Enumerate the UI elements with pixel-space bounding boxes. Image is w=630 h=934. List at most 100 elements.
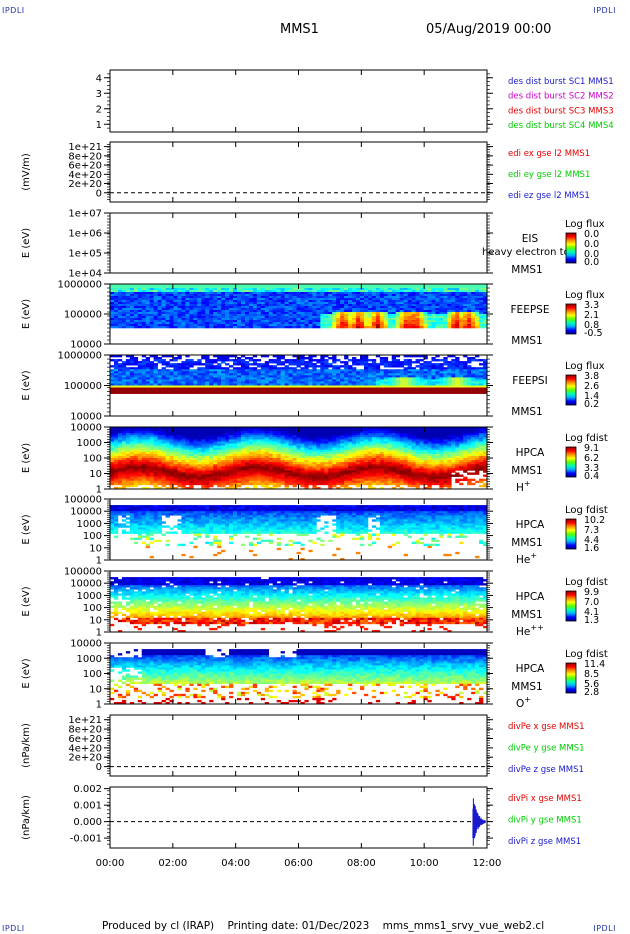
spectrogram-cell bbox=[133, 470, 139, 473]
spectrogram-cell bbox=[129, 470, 135, 473]
spectrogram-cell bbox=[336, 316, 341, 319]
spectrogram-cell bbox=[352, 316, 357, 319]
spectrogram-cell bbox=[157, 482, 162, 486]
spectrogram-cell bbox=[233, 435, 238, 438]
spectrogram-cell bbox=[344, 322, 349, 325]
spectrogram-cell bbox=[288, 314, 293, 317]
spectrogram-cell bbox=[360, 377, 365, 380]
spectrogram-cell bbox=[324, 304, 329, 307]
spectrogram-cell bbox=[145, 462, 150, 465]
spectrogram-cell bbox=[363, 391, 369, 394]
spectrogram-cell bbox=[137, 453, 143, 457]
spectrogram-cell bbox=[439, 365, 444, 368]
spectrogram-cell bbox=[276, 306, 281, 309]
spectrogram-cell bbox=[248, 314, 254, 317]
spectrogram-cell bbox=[229, 314, 234, 317]
spectrogram-cell bbox=[221, 316, 226, 319]
spectrogram-cell bbox=[431, 389, 436, 392]
spectrogram-cell bbox=[229, 431, 234, 434]
spectrogram-cell bbox=[225, 429, 230, 432]
spectrogram-cell bbox=[447, 290, 452, 293]
spectrogram-cell bbox=[431, 320, 436, 323]
spectrogram-cell bbox=[260, 294, 266, 297]
spectrogram-cell bbox=[363, 294, 369, 297]
spectrogram-cell bbox=[475, 298, 480, 301]
spectrogram-cell bbox=[197, 286, 202, 289]
spectrogram-cell bbox=[324, 288, 329, 291]
spectrogram-cell bbox=[423, 381, 428, 384]
spectrogram-cell bbox=[332, 326, 337, 329]
spectrogram-cell bbox=[264, 363, 270, 366]
spectrogram-cell bbox=[375, 294, 381, 297]
spectrogram-cell bbox=[328, 387, 333, 390]
spectrogram-cell bbox=[443, 318, 448, 321]
spectrogram-cell bbox=[292, 318, 297, 321]
spectrogram-cell bbox=[276, 383, 281, 386]
spectrogram-cell bbox=[363, 381, 369, 384]
spectrogram-cell bbox=[189, 460, 194, 463]
spectrogram-cell bbox=[419, 294, 424, 297]
spectrogram-cell bbox=[423, 385, 428, 388]
spectrogram-cell bbox=[403, 385, 408, 388]
spectrogram-cell bbox=[205, 320, 210, 323]
spectrogram-cell bbox=[233, 468, 238, 471]
spectrogram-cell bbox=[121, 472, 127, 475]
spectrogram-cell bbox=[471, 322, 476, 325]
spectrogram-cell bbox=[260, 363, 266, 366]
spectrogram-cell bbox=[423, 316, 428, 319]
spectrogram-cell bbox=[201, 306, 206, 309]
spectrogram-cell bbox=[483, 298, 488, 301]
spectrogram-cell bbox=[391, 322, 397, 325]
spectrogram-cell bbox=[344, 375, 349, 378]
spectrogram-cell bbox=[483, 387, 488, 390]
spectrogram-cell bbox=[403, 286, 408, 289]
spectrogram-cell bbox=[229, 320, 234, 323]
spectrogram-cell bbox=[300, 324, 305, 327]
spectrogram-cell bbox=[479, 298, 484, 301]
spectrogram-cell bbox=[244, 391, 250, 394]
spectrogram-cell bbox=[344, 286, 349, 289]
spectrogram-cell bbox=[443, 302, 448, 305]
spectrogram-cell bbox=[145, 435, 150, 438]
spectrogram-cell bbox=[129, 377, 135, 380]
spectrogram-cell bbox=[181, 365, 186, 368]
spectrogram-cell bbox=[133, 288, 139, 291]
spectrogram-cell bbox=[110, 300, 115, 303]
spectrogram-cell bbox=[145, 439, 150, 442]
spectrogram-cell bbox=[360, 294, 365, 297]
spectrogram-cell bbox=[233, 441, 238, 444]
spectrogram-cell bbox=[248, 320, 254, 323]
spectrogram-cell bbox=[201, 427, 206, 430]
spectrogram-cell bbox=[149, 302, 154, 305]
spectrogram-cell bbox=[475, 385, 480, 388]
spectrogram-cell bbox=[240, 324, 246, 327]
spectrogram-cell bbox=[328, 302, 333, 305]
spectrogram-cell bbox=[169, 486, 174, 490]
spectrogram-cell bbox=[264, 298, 270, 301]
spectrogram-cell bbox=[431, 326, 436, 329]
spectrogram-cell bbox=[240, 308, 246, 311]
spectrogram-cell bbox=[268, 371, 274, 374]
spectrogram-cell bbox=[169, 322, 174, 325]
spectrogram-cell bbox=[328, 320, 333, 323]
spectrogram-cell bbox=[157, 316, 162, 319]
spectrogram-cell bbox=[387, 294, 393, 297]
spectrogram-cell bbox=[252, 381, 258, 384]
spectrogram-cell bbox=[229, 322, 234, 325]
spectrogram-cell bbox=[141, 472, 147, 475]
spectrogram-cell bbox=[320, 379, 325, 382]
spectrogram-cell bbox=[284, 387, 289, 390]
spectrogram-cell bbox=[110, 290, 115, 293]
spectrogram-cell bbox=[367, 359, 373, 362]
spectrogram-cell bbox=[451, 316, 456, 319]
spectrogram-cell bbox=[332, 389, 337, 392]
spectrogram-cell bbox=[213, 458, 218, 461]
spectrogram-cell bbox=[205, 472, 210, 475]
spectrogram-cell bbox=[479, 359, 484, 362]
spectrogram-cell bbox=[117, 320, 123, 323]
spectrogram-cell bbox=[110, 379, 115, 382]
spectrogram-cell bbox=[316, 379, 321, 382]
spectrogram-cell bbox=[193, 373, 198, 376]
spectrogram-cell bbox=[344, 391, 349, 394]
spectrogram-cell bbox=[161, 379, 166, 382]
